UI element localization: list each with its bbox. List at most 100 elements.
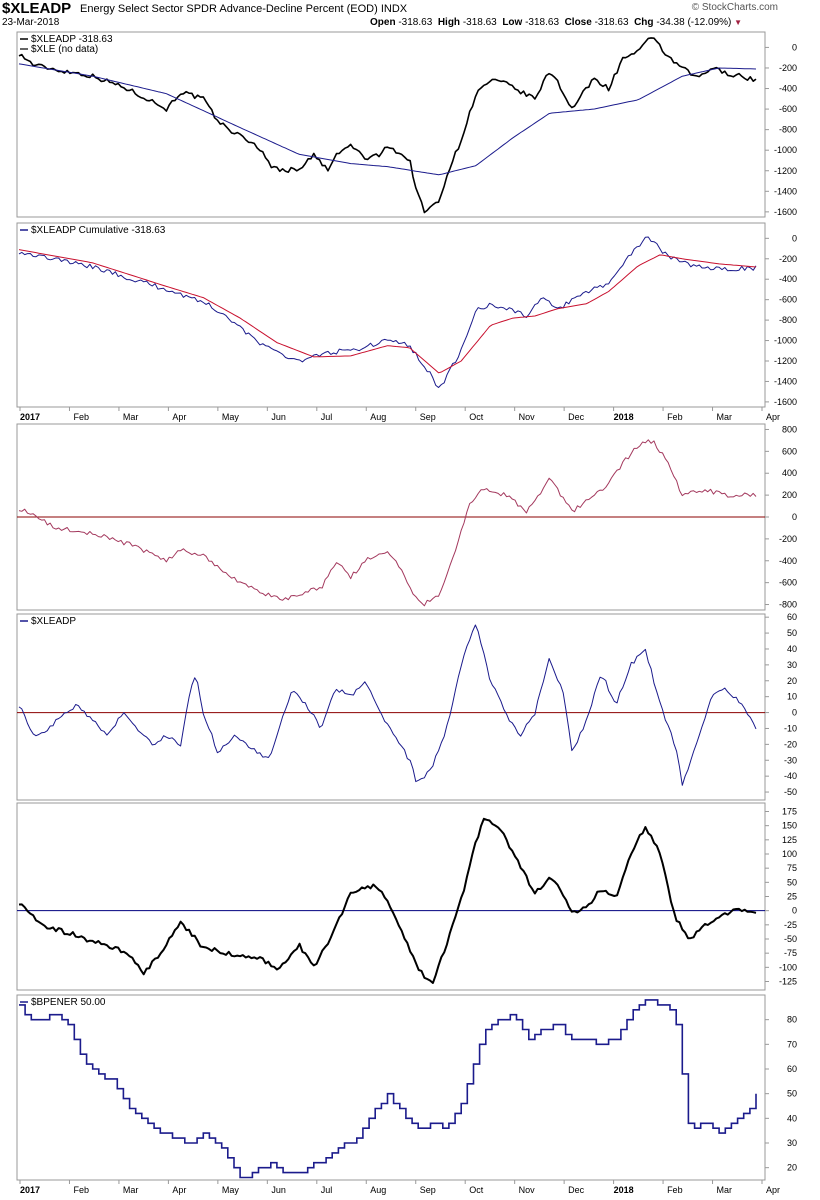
y-tick-label: -50 — [784, 787, 797, 797]
series-line-xleadp — [18, 37, 757, 214]
y-tick-label: -100 — [779, 962, 797, 972]
x-tick-label: Dec — [568, 1185, 585, 1195]
x-tick-label: 2018 — [614, 1185, 634, 1195]
y-tick-label: 0 — [792, 708, 797, 718]
series-line-ma — [18, 249, 757, 374]
x-tick-label: Sep — [420, 412, 436, 422]
panel-frame-4 — [16, 613, 766, 801]
y-tick-label: 50 — [787, 628, 797, 638]
y-tick-label: -600 — [779, 104, 797, 114]
y-tick-label: -600 — [779, 295, 797, 305]
x-tick-label: Apr — [766, 1185, 780, 1195]
y-tick-label: 0 — [792, 512, 797, 522]
y-tick-label: 60 — [787, 1064, 797, 1074]
y-tick-label: 60 — [787, 612, 797, 622]
y-tick-label: 25 — [787, 892, 797, 902]
x-tick-label: Nov — [519, 412, 536, 422]
legend-label: $XLEADP -318.63 — [31, 34, 113, 45]
y-tick-label: -400 — [779, 84, 797, 94]
y-tick-label: 20 — [787, 1163, 797, 1173]
y-tick-label: -600 — [779, 578, 797, 588]
symbol-title: $XLEADP — [2, 0, 72, 17]
y-tick-label: -125 — [779, 977, 797, 987]
panel-title: $BPENER 50.00 — [31, 997, 106, 1008]
y-tick-label: 100 — [782, 849, 797, 859]
x-tick-label: Oct — [469, 412, 484, 422]
x-tick-label: Jul — [321, 1185, 333, 1195]
y-tick-label: 0 — [792, 233, 797, 243]
x-tick-label: Oct — [469, 1185, 484, 1195]
y-tick-label: -1600 — [774, 397, 797, 407]
x-tick-label: Dec — [568, 412, 585, 422]
y-tick-label: 50 — [787, 877, 797, 887]
x-tick-label: 2017 — [20, 412, 40, 422]
y-tick-label: -75 — [784, 948, 797, 958]
y-tick-label: -800 — [779, 600, 797, 610]
x-tick-label: Aug — [370, 412, 386, 422]
x-tick-label: Aug — [370, 1185, 386, 1195]
y-tick-label: 175 — [782, 807, 797, 817]
y-tick-label: -200 — [779, 534, 797, 544]
panel-frame-1 — [16, 31, 766, 218]
y-tick-label: -200 — [779, 254, 797, 264]
y-tick-label: 30 — [787, 660, 797, 670]
y-tick-label: 0 — [792, 42, 797, 52]
panel-title: $XLEADP — [31, 616, 76, 627]
y-tick-label: -400 — [779, 274, 797, 284]
y-tick-label: 10 — [787, 692, 797, 702]
x-tick-label: Feb — [667, 412, 683, 422]
y-tick-label: 0 — [792, 906, 797, 916]
y-tick-label: 200 — [782, 490, 797, 500]
y-tick-label: 40 — [787, 1113, 797, 1123]
y-tick-label: -1400 — [774, 376, 797, 386]
y-tick-label: -1000 — [774, 336, 797, 346]
y-tick-label: -25 — [784, 920, 797, 930]
ohlc-readout: Open -318.63 High -318.63 Low -318.63 Cl… — [370, 17, 743, 28]
chart-area: 0-200-400-600-800-1000-1200-1400-1600$XL… — [16, 31, 797, 1195]
x-tick-label: Nov — [519, 1185, 536, 1195]
panel-frame-6 — [16, 994, 766, 1181]
y-tick-label: -200 — [779, 63, 797, 73]
down-arrow-icon: ▼ — [734, 18, 743, 27]
y-tick-label: 125 — [782, 835, 797, 845]
y-tick-label: -1000 — [774, 145, 797, 155]
x-tick-label: Apr — [172, 1185, 186, 1195]
series-line-cumulative — [18, 236, 757, 388]
x-tick-label: Mar — [717, 1185, 733, 1195]
series-line-bpener — [19, 999, 757, 1179]
y-tick-label: 70 — [787, 1039, 797, 1049]
x-tick-label: May — [222, 412, 240, 422]
x-tick-label: Jul — [321, 412, 333, 422]
symbol-description: Energy Select Sector SPDR Advance-Declin… — [80, 3, 408, 15]
x-tick-label: Mar — [123, 412, 139, 422]
stockcharts-logo: © StockCharts.com — [691, 2, 778, 13]
y-tick-label: 75 — [787, 863, 797, 873]
x-tick-label: Apr — [766, 412, 780, 422]
y-tick-label: 40 — [787, 644, 797, 654]
x-tick-label: Jun — [271, 1185, 286, 1195]
y-tick-label: 80 — [787, 1015, 797, 1025]
y-tick-label: 20 — [787, 676, 797, 686]
x-tick-label: Feb — [73, 1185, 89, 1195]
chart-header: $XLEADP Energy Select Sector SPDR Advanc… — [0, 0, 820, 30]
legend-label: $XLE (no data) — [31, 44, 98, 55]
y-tick-label: -400 — [779, 556, 797, 566]
chart-date: 23-Mar-2018 — [2, 17, 60, 28]
x-tick-label: Mar — [123, 1185, 139, 1195]
x-tick-label: Feb — [73, 412, 89, 422]
x-tick-label: Apr — [172, 412, 186, 422]
y-tick-label: 150 — [782, 821, 797, 831]
y-tick-label: -1400 — [774, 186, 797, 196]
y-tick-label: -1200 — [774, 356, 797, 366]
series-line-panel5 — [18, 817, 757, 984]
y-tick-label: 400 — [782, 468, 797, 478]
y-tick-label: -50 — [784, 934, 797, 944]
x-tick-label: 2018 — [614, 412, 634, 422]
x-tick-label: Sep — [420, 1185, 436, 1195]
y-tick-label: -800 — [779, 125, 797, 135]
x-tick-label: May — [222, 1185, 240, 1195]
y-tick-label: 800 — [782, 424, 797, 434]
series-line-xleadp — [18, 624, 757, 786]
x-tick-label: Mar — [717, 412, 733, 422]
y-tick-label: -30 — [784, 755, 797, 765]
